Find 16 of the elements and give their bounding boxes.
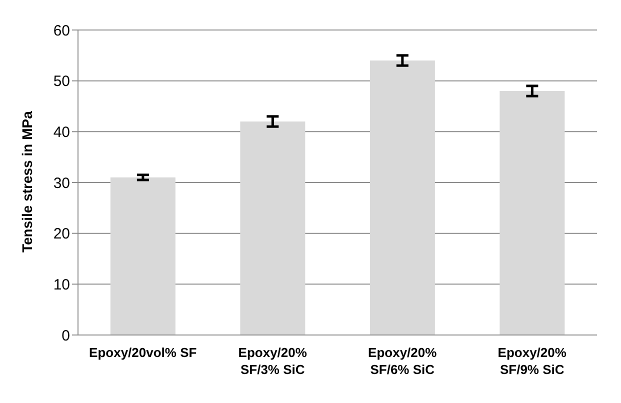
x-tick-label: Epoxy/20% SF/9% SiC (498, 345, 567, 377)
y-tick-label: 30 (53, 174, 70, 192)
bar (240, 122, 306, 335)
y-tick-label: 20 (53, 226, 70, 243)
y-tick-label: 50 (53, 73, 70, 90)
x-tick-label: Epoxy/20% SF/6% SiC (368, 345, 438, 377)
bar (110, 177, 176, 335)
y-tick-label: 60 (53, 22, 70, 40)
y-tick-label: 0 (62, 327, 70, 344)
x-tick-label: Epoxy/20% SF/3% SiC (238, 345, 308, 377)
bar (500, 91, 565, 335)
y-tick-label: 10 (53, 276, 70, 294)
y-tick-label: 40 (53, 124, 70, 141)
x-tick-label: Epoxy/20vol% SF (89, 345, 197, 360)
bar (370, 60, 435, 335)
y-axis-title: Tensile stress in MPa (18, 110, 35, 252)
